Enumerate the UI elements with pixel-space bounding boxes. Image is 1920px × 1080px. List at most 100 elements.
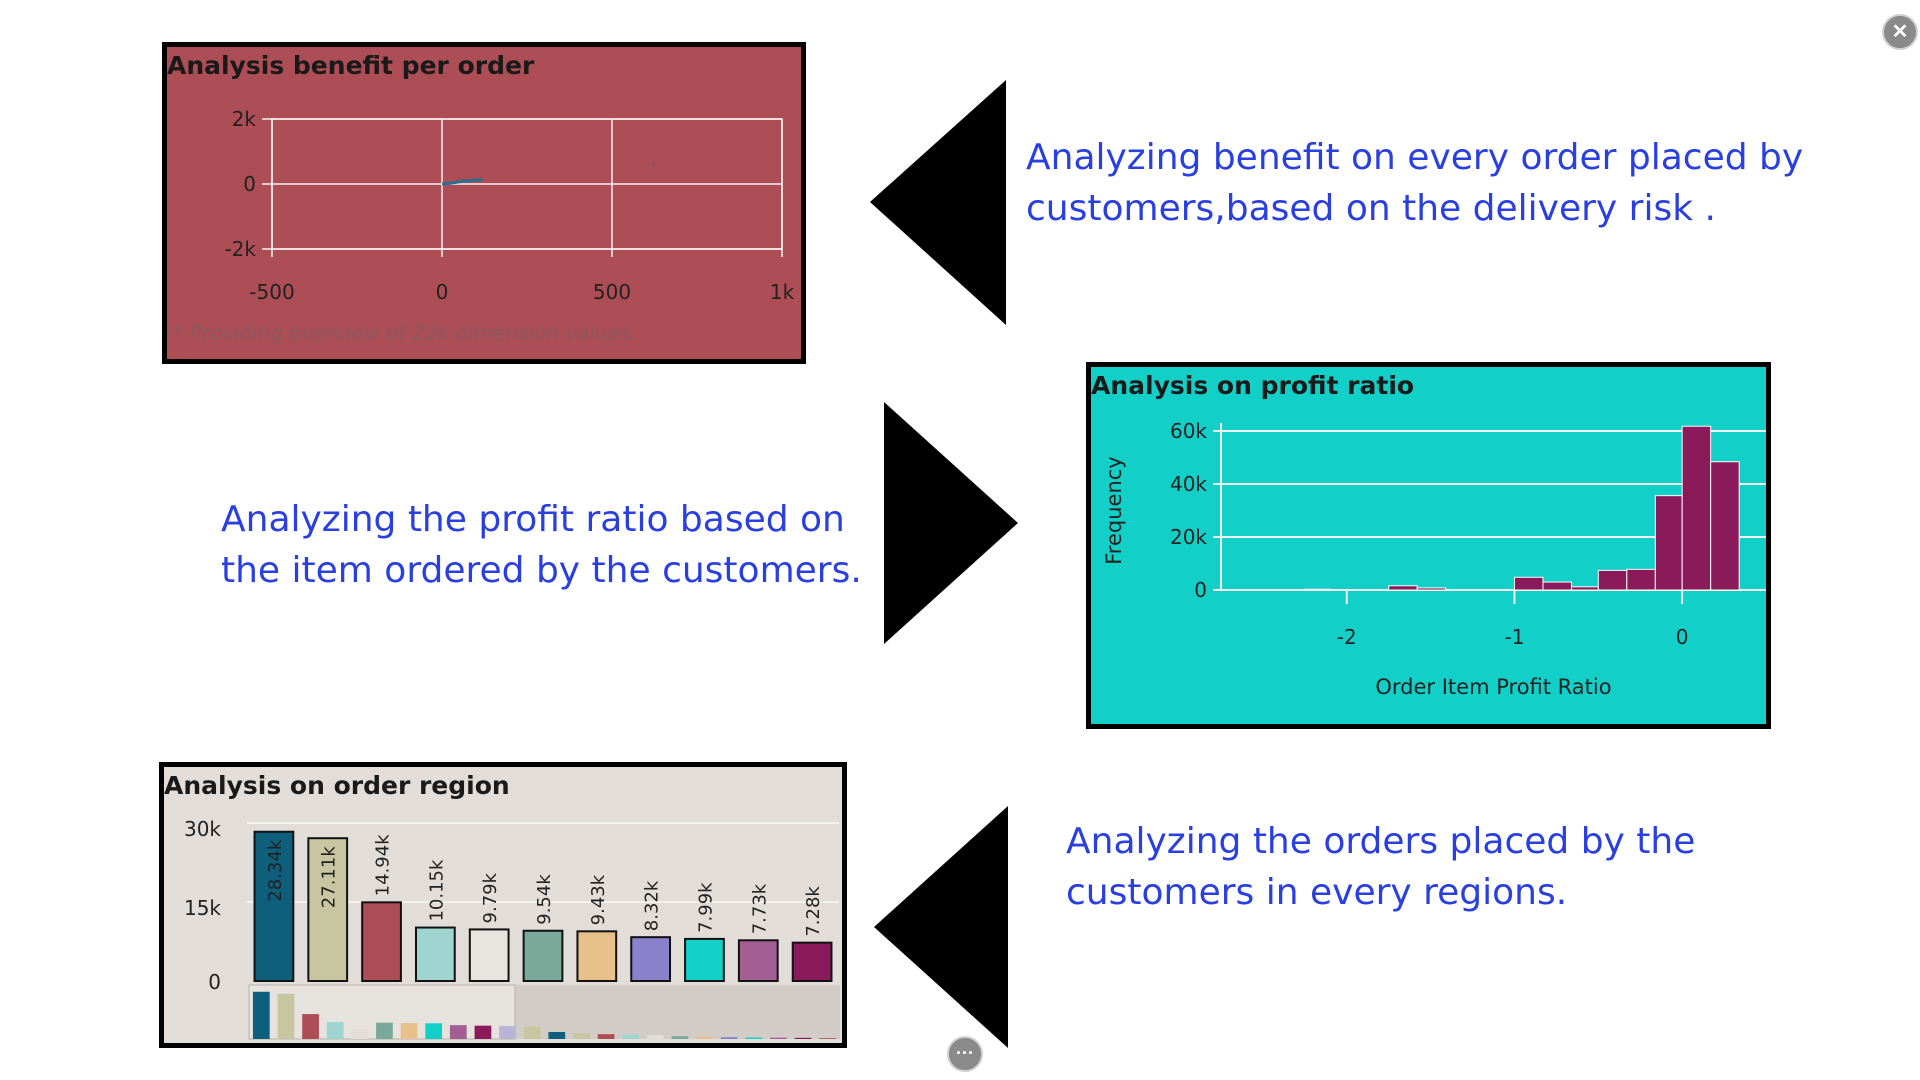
overview-bar: [326, 1022, 344, 1039]
bar-data-label: 14.94k: [373, 834, 394, 897]
overview-bar: [794, 1037, 812, 1039]
histogram-bar: [1570, 586, 1599, 591]
benefit-caption-line-2: customers,based on the delivery risk .: [1026, 188, 1716, 229]
overview-bar: [646, 1035, 664, 1039]
overview-bar: [425, 1023, 443, 1039]
overview-bar: [622, 1034, 640, 1039]
region-bar: [253, 830, 295, 983]
more-icon[interactable]: ···: [947, 1036, 983, 1072]
overview-bar: [597, 1034, 615, 1039]
bar-data-label: 10.15k: [426, 859, 447, 922]
x-tick-label: 0: [1676, 625, 1689, 649]
histogram-bar: [1304, 588, 1331, 591]
y-tick-label: 60k: [1170, 419, 1207, 443]
region-bar: [684, 937, 725, 982]
bar-data-label: 7.73k: [749, 883, 770, 934]
bar-data-label: 9.54k: [534, 874, 555, 925]
overview-bar: [277, 993, 295, 1039]
overview-bar: [449, 1025, 467, 1039]
arrow-left-icon: [870, 80, 1006, 325]
benefit-chart-footnote: * Providing overview of 22k dimension va…: [173, 321, 637, 345]
histogram-bar: [1654, 495, 1683, 591]
benefit-caption: Analyzing benefit on every order placed …: [1026, 132, 1803, 234]
profit-chart-plot: 60k 40k 20k 0 -2 -1 0 Order Item Profit Ratio Fr…: [1102, 419, 1766, 699]
region-bar: [361, 901, 402, 982]
region-bar: [414, 926, 456, 982]
bar-data-label: 8.32k: [642, 880, 663, 931]
y-tick-label: 0: [243, 172, 256, 196]
profit-chart-panel: Analysis on profit ratio 60k 40k 20k 0 -2 -1 0…: [1086, 362, 1771, 729]
profit-chart-title: Analysis on profit ratio: [1091, 371, 1415, 400]
region-bar: [630, 936, 672, 983]
x-tick-label: 0: [436, 280, 449, 304]
data-point: [651, 163, 655, 166]
overview-bar: [745, 1037, 763, 1039]
y-axis-label: Frequency: [1102, 456, 1126, 565]
x-tick-label: 1k: [770, 280, 795, 304]
region-caption: Analyzing the orders placed by the custo…: [1066, 816, 1695, 918]
overview-bar: [548, 1032, 566, 1039]
profit-caption: Analyzing the profit ratio based on the …: [221, 494, 862, 596]
overview-bar: [376, 1022, 393, 1039]
close-icon[interactable]: ✕: [1882, 14, 1918, 50]
benefit-caption-line-1: Analyzing benefit on every order placed …: [1026, 137, 1804, 178]
x-tick-label: -1: [1504, 625, 1524, 649]
bar-data-label: 28.34k: [265, 839, 286, 902]
histogram-bar: [1416, 587, 1447, 591]
overview-bar: [400, 1023, 418, 1039]
overview-bar: [573, 1033, 590, 1039]
region-bar: [522, 929, 564, 982]
profit-caption-line-2: the item ordered by the customers.: [221, 550, 862, 591]
histogram-bar: [1626, 568, 1656, 591]
overview-bar: [252, 991, 270, 1039]
bar-data-label: 27.11k: [319, 846, 340, 909]
overview-bar: [302, 1014, 319, 1039]
region-chart-panel: Analysis on order region 30k 15k 0 28.34k 27…: [159, 762, 847, 1048]
benefit-chart-panel: Analysis benefit per order -500 0 500 1k 2k 0…: [162, 42, 806, 364]
y-tick-label: -2k: [224, 237, 256, 261]
arrow-left-icon: [874, 806, 1008, 1048]
region-bar: [737, 939, 779, 982]
region-chart-plot: 30k 15k 0 28.34k 27.11k 14.94k 10.15k 9.79k 9.54…: [184, 817, 840, 1040]
region-chart-title: Analysis on order region: [164, 771, 510, 800]
histogram-bar: [1542, 581, 1572, 591]
histogram-bar: [1710, 461, 1740, 591]
region-bar: [307, 837, 349, 982]
overview-bar: [474, 1025, 492, 1039]
histogram-bar: [1681, 425, 1712, 591]
histogram-bar: [1597, 569, 1628, 591]
series-line: [441, 177, 483, 186]
x-tick-label: -500: [249, 280, 294, 304]
overview-bar: [671, 1036, 689, 1039]
benefit-chart-title: Analysis benefit per order: [167, 51, 535, 80]
profit-caption-line-1: Analyzing the profit ratio based on: [221, 499, 845, 540]
region-bar: [791, 941, 833, 982]
bar-data-label: 9.43k: [588, 874, 609, 925]
x-axis-label: Order Item Profit Ratio: [1375, 675, 1611, 699]
region-caption-line-2: customers in every regions.: [1066, 872, 1568, 913]
y-tick-label: 20k: [1170, 525, 1207, 549]
overview-bar: [351, 1029, 369, 1039]
y-tick-label: 40k: [1170, 472, 1207, 496]
bar-data-label: 9.79k: [480, 872, 501, 923]
overview-bar: [523, 1026, 541, 1039]
histogram-bar: [1388, 585, 1418, 591]
y-tick-label: 15k: [184, 896, 221, 920]
x-tick-label: 500: [593, 280, 631, 304]
bar-data-label: 7.99k: [695, 882, 716, 933]
y-tick-label: 30k: [184, 817, 221, 841]
overview-bar: [696, 1036, 713, 1039]
overview-bar: [499, 1026, 516, 1039]
region-bar: [468, 928, 510, 982]
overview-bar: [720, 1037, 738, 1039]
region-caption-line-1: Analyzing the orders placed by the: [1066, 821, 1696, 862]
histogram-bar: [1513, 576, 1544, 591]
bar-data-label: 7.28k: [803, 886, 824, 937]
x-tick-label: -2: [1337, 625, 1357, 649]
overview-bar: [819, 1038, 837, 1039]
region-bar: [576, 930, 618, 982]
arrow-right-icon: [884, 402, 1018, 644]
y-tick-label: 0: [208, 970, 221, 994]
overview-bar: [770, 1037, 787, 1039]
y-tick-label: 2k: [232, 107, 257, 131]
